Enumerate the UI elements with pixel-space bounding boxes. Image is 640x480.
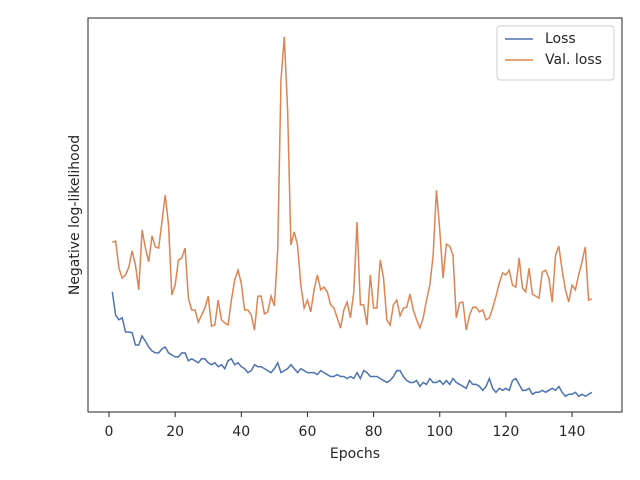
x-tick-label: 120 xyxy=(493,424,520,440)
x-tick-label: 40 xyxy=(232,424,250,440)
x-tick-label: 0 xyxy=(105,424,114,440)
line-series xyxy=(112,36,593,331)
legend-label: Loss xyxy=(545,31,576,47)
plot-frame xyxy=(87,17,623,413)
x-axis-label: Epochs xyxy=(330,446,380,462)
legend-label: Val. loss xyxy=(545,52,602,68)
line-series xyxy=(111,291,593,398)
x-tick-label: 100 xyxy=(426,424,453,440)
x-tick-label: 20 xyxy=(166,424,184,440)
y-axis-label: Negative log-likelihood xyxy=(67,135,83,295)
x-tick-label: 60 xyxy=(299,424,317,440)
x-tick-label: 80 xyxy=(365,424,383,440)
x-tick-label: 140 xyxy=(559,424,586,440)
